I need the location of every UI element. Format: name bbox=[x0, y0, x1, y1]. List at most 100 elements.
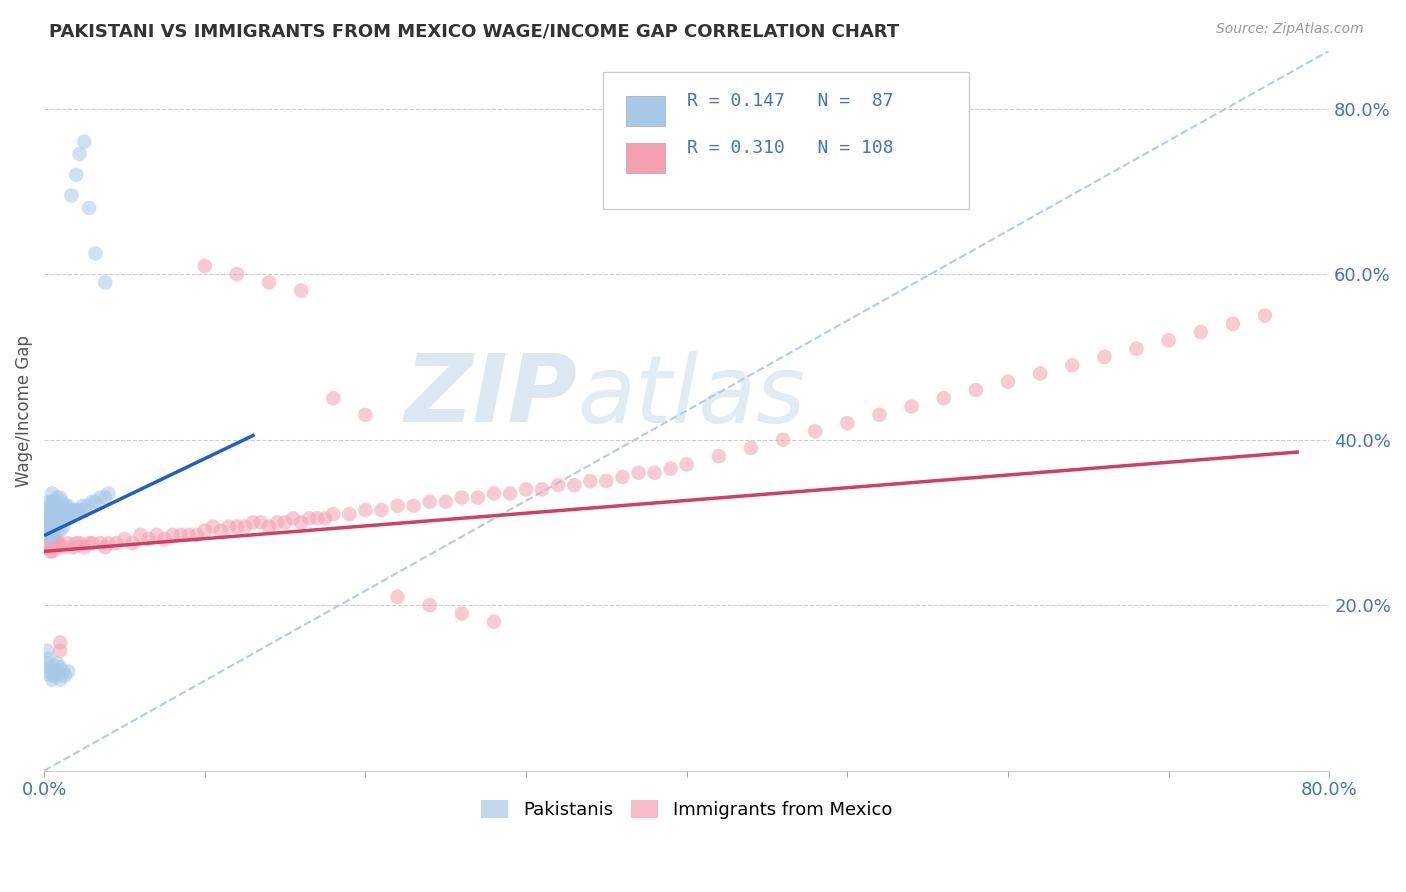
Point bbox=[44, 660, 66, 674]
Point bbox=[1254, 309, 1277, 323]
Point bbox=[46, 540, 69, 554]
Point bbox=[37, 528, 59, 542]
Point bbox=[39, 668, 62, 682]
Point bbox=[105, 536, 128, 550]
Point bbox=[41, 528, 63, 542]
FancyBboxPatch shape bbox=[626, 96, 665, 127]
Point bbox=[281, 511, 304, 525]
Point bbox=[804, 425, 827, 439]
Point bbox=[1125, 342, 1147, 356]
Point bbox=[257, 519, 280, 533]
Point bbox=[46, 532, 69, 546]
Point bbox=[39, 532, 62, 546]
Point bbox=[42, 668, 65, 682]
Point bbox=[307, 511, 329, 525]
Point bbox=[129, 528, 152, 542]
Point bbox=[35, 540, 58, 554]
Point bbox=[44, 536, 66, 550]
Point bbox=[48, 665, 70, 679]
Point bbox=[53, 668, 76, 682]
FancyBboxPatch shape bbox=[626, 143, 665, 173]
Point bbox=[201, 519, 224, 533]
Point bbox=[42, 507, 65, 521]
Point bbox=[73, 540, 96, 554]
Point bbox=[37, 528, 59, 542]
Point bbox=[145, 528, 167, 542]
Point bbox=[39, 499, 62, 513]
Y-axis label: Wage/Income Gap: Wage/Income Gap bbox=[15, 334, 32, 487]
Text: Source: ZipAtlas.com: Source: ZipAtlas.com bbox=[1216, 22, 1364, 37]
Point bbox=[84, 494, 107, 508]
Point bbox=[579, 474, 602, 488]
Point bbox=[900, 400, 922, 414]
Point bbox=[675, 458, 697, 472]
Point bbox=[46, 491, 69, 505]
Point bbox=[1222, 317, 1244, 331]
Point bbox=[869, 408, 891, 422]
Point bbox=[89, 536, 111, 550]
Point bbox=[58, 511, 80, 525]
Point bbox=[46, 516, 69, 530]
Point bbox=[1092, 350, 1115, 364]
Point bbox=[233, 519, 256, 533]
Point bbox=[250, 516, 273, 530]
Point bbox=[37, 656, 59, 670]
Point bbox=[434, 494, 457, 508]
Point bbox=[194, 524, 217, 538]
Point bbox=[997, 375, 1019, 389]
Point bbox=[450, 491, 472, 505]
Point bbox=[44, 494, 66, 508]
Point bbox=[1029, 367, 1052, 381]
Point bbox=[595, 474, 617, 488]
Point bbox=[42, 665, 65, 679]
Point bbox=[177, 528, 200, 542]
Point bbox=[225, 519, 247, 533]
Point bbox=[73, 135, 96, 149]
Point bbox=[44, 668, 66, 682]
Point bbox=[419, 494, 441, 508]
Point bbox=[1157, 334, 1180, 348]
Point bbox=[242, 516, 264, 530]
Point bbox=[69, 503, 91, 517]
Point bbox=[76, 499, 98, 513]
Point bbox=[38, 494, 60, 508]
Point bbox=[290, 516, 312, 530]
Point bbox=[121, 536, 143, 550]
Point bbox=[37, 643, 59, 657]
Point bbox=[72, 499, 94, 513]
Point bbox=[44, 519, 66, 533]
Point bbox=[48, 499, 70, 513]
FancyBboxPatch shape bbox=[603, 72, 969, 209]
Point bbox=[38, 532, 60, 546]
Point bbox=[153, 532, 176, 546]
Point bbox=[55, 507, 77, 521]
Point bbox=[60, 188, 83, 202]
Point bbox=[194, 259, 217, 273]
Point bbox=[73, 503, 96, 517]
Point bbox=[42, 528, 65, 542]
Point bbox=[51, 494, 73, 508]
Point bbox=[60, 503, 83, 517]
Point bbox=[138, 532, 160, 546]
Point bbox=[39, 528, 62, 542]
Point bbox=[370, 503, 392, 517]
Point bbox=[38, 511, 60, 525]
Point bbox=[52, 519, 75, 533]
Point bbox=[52, 540, 75, 554]
Point bbox=[42, 519, 65, 533]
Point bbox=[94, 491, 117, 505]
Point bbox=[837, 416, 859, 430]
Point bbox=[49, 524, 72, 538]
Point bbox=[38, 652, 60, 666]
Legend: Pakistanis, Immigrants from Mexico: Pakistanis, Immigrants from Mexico bbox=[474, 793, 900, 827]
Point bbox=[77, 201, 100, 215]
Text: R = 0.310   N = 108: R = 0.310 N = 108 bbox=[686, 139, 893, 157]
Point bbox=[450, 607, 472, 621]
Point bbox=[482, 615, 505, 629]
Point bbox=[562, 478, 585, 492]
Point bbox=[41, 519, 63, 533]
Point bbox=[97, 536, 120, 550]
Point bbox=[740, 441, 762, 455]
Point bbox=[58, 665, 80, 679]
Point bbox=[51, 668, 73, 682]
